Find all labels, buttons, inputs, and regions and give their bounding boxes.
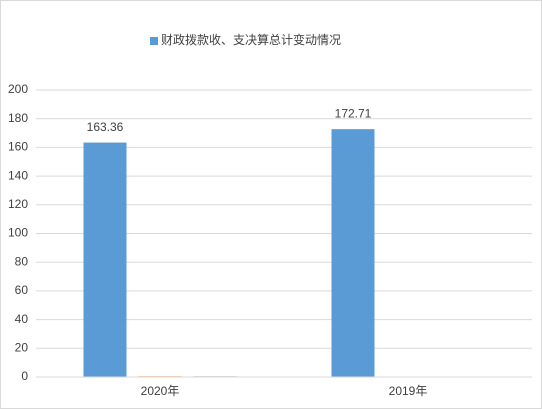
y-tick-label: 80 [15, 254, 29, 268]
y-tick-label: 120 [8, 197, 28, 211]
x-tick-label: 2019年 [389, 384, 428, 398]
y-tick-label: 40 [15, 312, 29, 326]
y-tick-label: 200 [8, 82, 28, 96]
data-label: 172.71 [335, 106, 372, 120]
y-tick-label: 0 [21, 369, 28, 383]
y-tick-label: 60 [15, 283, 29, 297]
y-tick-label: 160 [8, 140, 28, 154]
y-tick-label: 100 [8, 226, 28, 240]
x-tick-label: 2020年 [141, 384, 180, 398]
y-tick-label: 20 [15, 340, 29, 354]
legend-swatch [150, 37, 158, 45]
y-tick-label: 140 [8, 168, 28, 182]
y-tick-label: 180 [8, 111, 28, 125]
bar [83, 142, 127, 377]
data-label: 163.36 [87, 120, 124, 134]
legend-label: 财政拨款收、支决算总计变动情况 [161, 32, 341, 47]
bar [331, 129, 375, 377]
